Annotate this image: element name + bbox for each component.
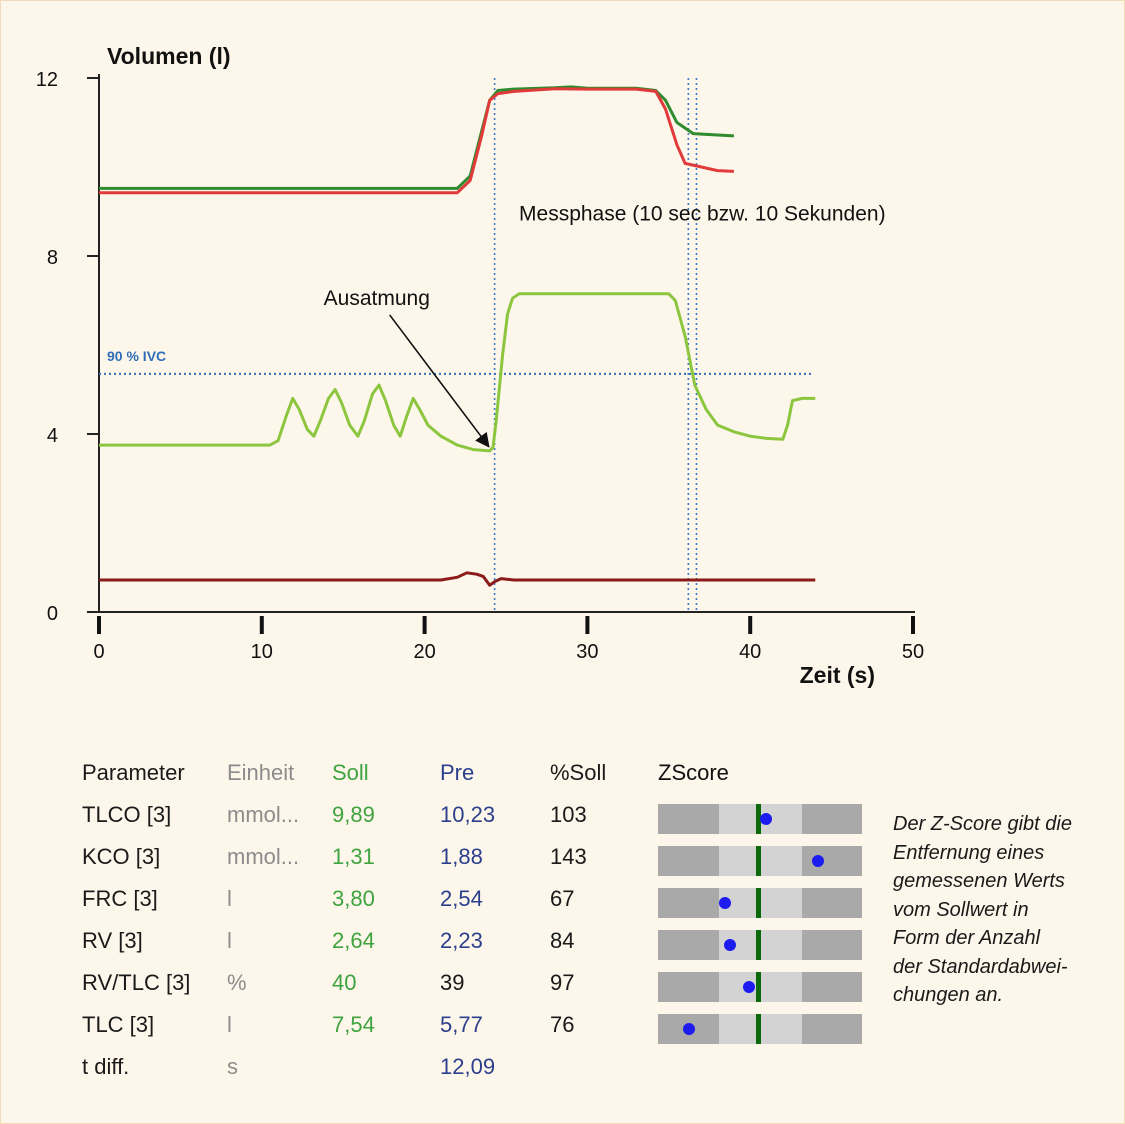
series-line-1 [99, 85, 734, 190]
series-line-2 [99, 87, 734, 195]
note-line: der Standardabwei- [893, 955, 1068, 978]
x-tick-label: 30 [576, 641, 598, 663]
cell-pre: 2,54 [440, 886, 483, 911]
cell-parameter: FRC [3] [82, 886, 158, 911]
zscore-marker [759, 813, 772, 825]
cell-pct-soll: 84 [550, 928, 575, 953]
cell-soll: 7,54 [332, 1012, 375, 1037]
header-pct-soll: %Soll [550, 760, 607, 785]
cell-pct-soll: 67 [550, 886, 575, 911]
cell-pre: 12,09 [440, 1054, 496, 1079]
volume-time-chart: 0 4 8 12 0 10 20 30 40 50 Volumen (l) Zeit (s) 90 % … [36, 43, 924, 688]
zscore-note: Der Z-Score gibt die Entfernung eines ge… [893, 810, 1113, 1010]
zscore-bar [658, 1014, 862, 1044]
cell-parameter: RV/TLC [3] [82, 970, 191, 995]
zscore-center-line [756, 1014, 761, 1044]
cell-unit: l [227, 1012, 232, 1037]
x-tick-label: 40 [739, 641, 761, 663]
zscore-bar [658, 930, 862, 960]
cell-soll: 9,89 [332, 802, 375, 827]
header-soll: Soll [332, 760, 369, 785]
zscore-bar [658, 972, 862, 1002]
cell-soll: 40 [332, 970, 357, 995]
zscore-bar [658, 888, 862, 918]
zscore-marker [723, 939, 736, 951]
zscore-center-line [756, 930, 761, 960]
cell-pct-soll: 103 [550, 802, 587, 827]
exhalation-arrow [389, 314, 490, 448]
cell-unit: l [227, 928, 232, 953]
cell-unit: mmol... [227, 802, 300, 827]
cell-parameter: RV [3] [82, 928, 143, 953]
cell-unit: s [227, 1054, 238, 1079]
y-tick-label: 8 [47, 247, 58, 269]
cell-pre: 2,23 [440, 928, 483, 953]
cell-pre: 1,88 [440, 844, 483, 869]
cell-pre: 10,23 [440, 802, 496, 827]
cell-unit: % [227, 970, 247, 995]
header-zscore: ZScore [658, 760, 729, 785]
exhalation-annotation: Ausatmung [324, 287, 430, 310]
zscore-marker [683, 1023, 696, 1035]
zscore-marker [743, 981, 756, 993]
zscore-center-line [756, 972, 761, 1002]
cell-parameter: TLC [3] [82, 1012, 155, 1037]
cell-parameter: TLCO [3] [82, 802, 172, 827]
cell-soll: 1,31 [332, 844, 375, 869]
cell-soll: 2,64 [332, 928, 375, 953]
zscore-marker [718, 897, 731, 909]
zscore-marker [811, 855, 824, 867]
cell-unit: mmol... [227, 844, 300, 869]
zscore-bar [658, 804, 862, 834]
x-tick-label: 50 [902, 641, 924, 663]
cell-pct-soll: 143 [550, 844, 587, 869]
cell-pre: 39 [440, 970, 465, 995]
threshold-label: 90 % IVC [107, 348, 166, 364]
y-tick-label: 0 [47, 603, 58, 625]
cell-soll: 3,80 [332, 886, 375, 911]
cell-parameter: t diff. [82, 1054, 130, 1079]
header-unit: Einheit [227, 760, 295, 785]
zscore-center-line [756, 888, 761, 918]
header-parameter: Parameter [82, 760, 185, 785]
header-pre: Pre [440, 760, 475, 785]
note-line: Entfernung eines [893, 841, 1045, 864]
zscore-center-line [756, 846, 761, 876]
cell-unit: l [227, 886, 232, 911]
cell-parameter: KCO [3] [82, 844, 161, 869]
zscore-bar [658, 846, 862, 876]
x-axis-label: Zeit (s) [800, 662, 875, 688]
note-line: Form der Anzahl [893, 927, 1041, 949]
zscore-center-line [756, 804, 761, 834]
cell-pre: 5,77 [440, 1012, 483, 1037]
series-line-4 [99, 571, 816, 587]
x-tick-label: 10 [251, 641, 273, 663]
y-tick-label: 4 [47, 425, 58, 447]
cell-pct-soll: 76 [550, 1012, 575, 1037]
y-tick-label: 12 [36, 69, 58, 91]
cell-pct-soll: 97 [550, 970, 575, 995]
x-tick-label: 0 [93, 641, 104, 663]
y-axis-label: Volumen (l) [107, 43, 231, 69]
note-line: chungen an. [893, 984, 1004, 1006]
measurement-phase-annotation: Messphase (10 sec bzw. 10 Sekunden) [519, 202, 886, 225]
note-line: vom Sollwert in [893, 898, 1029, 921]
note-line: gemessenen Werts [893, 870, 1065, 892]
note-line: Der Z-Score gibt die [893, 813, 1072, 835]
series-line-3 [99, 292, 816, 453]
x-tick-label: 20 [413, 641, 435, 663]
